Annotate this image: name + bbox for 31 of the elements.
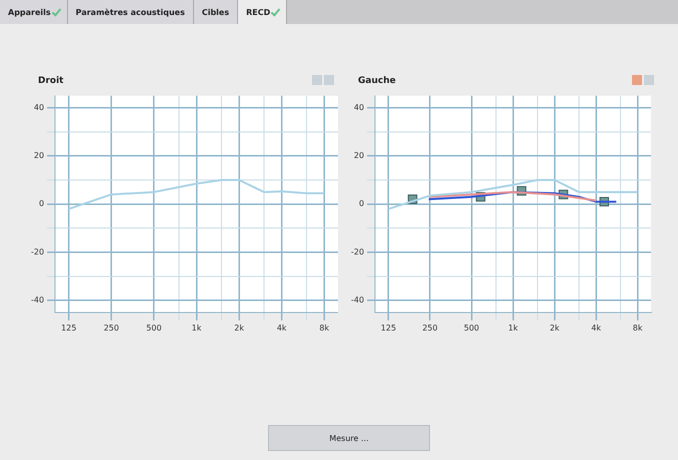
x-tick-label: 2k bbox=[234, 323, 244, 332]
x-tick-label: 500 bbox=[464, 323, 480, 332]
text: RECD bbox=[246, 8, 270, 16]
text: Appareils bbox=[8, 8, 51, 16]
x-tick-label: 250 bbox=[422, 323, 438, 332]
text: Paramètres acoustiques bbox=[76, 8, 185, 16]
x-tick-label: 125 bbox=[61, 323, 76, 332]
y-tick-label: 40 bbox=[354, 102, 364, 112]
x-tick-label: 8k bbox=[319, 323, 330, 332]
x-tick-label: 4k bbox=[591, 323, 602, 332]
x-tick-label: 125 bbox=[380, 323, 396, 332]
x-tick-label: 1k bbox=[508, 323, 518, 332]
y-tick-label: 40 bbox=[34, 102, 44, 112]
y-tick-label: -20 bbox=[350, 247, 364, 256]
y-tick-label: -40 bbox=[30, 295, 44, 304]
x-tick-label: 1k bbox=[192, 323, 202, 332]
text: Mesure ... bbox=[268, 425, 430, 451]
y-tick-label: -40 bbox=[350, 295, 364, 304]
chart-title: Droit bbox=[38, 76, 64, 86]
y-tick-label: 0 bbox=[38, 199, 44, 208]
text: Cibles bbox=[202, 8, 230, 16]
y-tick-label: 20 bbox=[34, 151, 44, 160]
y-tick-label: 20 bbox=[354, 151, 364, 160]
x-tick-label: 500 bbox=[146, 323, 162, 332]
x-tick-label: 8k bbox=[632, 323, 643, 332]
x-tick-label: 250 bbox=[104, 323, 119, 332]
y-tick-label: 0 bbox=[358, 199, 364, 208]
x-tick-label: 2k bbox=[550, 323, 560, 332]
y-tick-label: -20 bbox=[30, 247, 44, 256]
chart-title: Gauche bbox=[358, 76, 396, 86]
x-tick-label: 4k bbox=[276, 323, 287, 332]
